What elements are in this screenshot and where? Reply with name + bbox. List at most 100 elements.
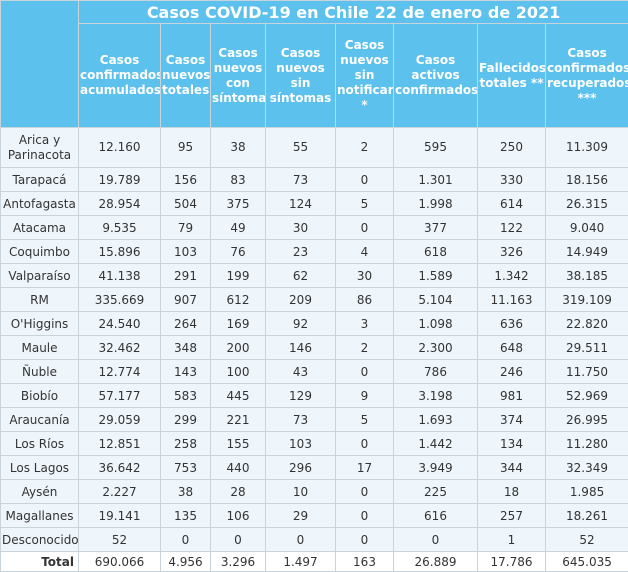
- cell: 22.820: [544, 311, 628, 336]
- cell: 2: [335, 127, 394, 168]
- cell: 11.280: [544, 431, 628, 456]
- cell: 209: [265, 287, 336, 312]
- cell: 583: [160, 383, 211, 408]
- cell: 1: [477, 527, 546, 552]
- cell: 10: [265, 479, 336, 504]
- cell: 0: [393, 527, 478, 552]
- row: Atacama 9.535 79 49 30 0 377 122 9.040: [0, 215, 628, 240]
- cell: 0: [335, 359, 394, 384]
- region: Arica y Parinacota: [0, 127, 79, 168]
- cell: 12.851: [78, 431, 161, 456]
- cell: 753: [160, 455, 211, 480]
- row: Arica y Parinacota 12.160 95 38 55 2 595 250 11.…: [0, 127, 628, 168]
- region: Los Ríos: [0, 431, 79, 456]
- cell: 1.098: [393, 311, 478, 336]
- cell: 30: [335, 263, 394, 288]
- row: RM 335.669 907 612 209 86 5.104 11.163 319.109: [0, 287, 628, 312]
- cell: 264: [160, 311, 211, 336]
- total-cell: 1.497: [265, 551, 336, 572]
- cell: 907: [160, 287, 211, 312]
- region: Araucanía: [0, 407, 79, 432]
- cell: 319.109: [544, 287, 628, 312]
- cell: 24.540: [78, 311, 161, 336]
- cell: 348: [160, 335, 211, 360]
- column-header: Casos confirmados acumulados: [78, 23, 161, 128]
- cell: 326: [477, 239, 546, 264]
- cell: 73: [265, 407, 336, 432]
- cell: 1.589: [393, 263, 478, 288]
- cell: 440: [210, 455, 266, 480]
- cell: 0: [335, 215, 394, 240]
- cell: 41.138: [78, 263, 161, 288]
- cell: 49: [210, 215, 266, 240]
- cell: 299: [160, 407, 211, 432]
- cell: 221: [210, 407, 266, 432]
- cell: 18.261: [544, 503, 628, 528]
- cell: 73: [265, 167, 336, 192]
- region: Biobío: [0, 383, 79, 408]
- total-cell: 4.956: [160, 551, 211, 572]
- cell: 17: [335, 455, 394, 480]
- cell: 52: [78, 527, 161, 552]
- cell: 18.156: [544, 167, 628, 192]
- row: Maule 32.462 348 200 146 2 2.300 648 29.511: [0, 335, 628, 360]
- cell: 143: [160, 359, 211, 384]
- cell: 103: [160, 239, 211, 264]
- cell: 30: [265, 215, 336, 240]
- cell: 28: [210, 479, 266, 504]
- cell: 26.995: [544, 407, 628, 432]
- cell: 258: [160, 431, 211, 456]
- cell: 134: [477, 431, 546, 456]
- cell: 612: [210, 287, 266, 312]
- cell: 445: [210, 383, 266, 408]
- cell: 19.789: [78, 167, 161, 192]
- region: O'Higgins: [0, 311, 79, 336]
- cell: 29: [265, 503, 336, 528]
- cell: 5: [335, 407, 394, 432]
- cell: 246: [477, 359, 546, 384]
- region: Tarapacá: [0, 167, 79, 192]
- cell: 2.227: [78, 479, 161, 504]
- region: Los Lagos: [0, 455, 79, 480]
- column-header: Fallecidos totales **: [477, 23, 546, 128]
- row: Biobío 57.177 583 445 129 9 3.198 981 52.969: [0, 383, 628, 408]
- cell: 5: [335, 191, 394, 216]
- cell: 14.949: [544, 239, 628, 264]
- cell: 32.462: [78, 335, 161, 360]
- cell: 106: [210, 503, 266, 528]
- cell: 595: [393, 127, 478, 168]
- cell: 79: [160, 215, 211, 240]
- row: Los Lagos 36.642 753 440 296 17 3.949 344 32.349: [0, 455, 628, 480]
- region: Ñuble: [0, 359, 79, 384]
- cell: 83: [210, 167, 266, 192]
- cell: 0: [160, 527, 211, 552]
- cell: 155: [210, 431, 266, 456]
- cell: 199: [210, 263, 266, 288]
- region: Aysén: [0, 479, 79, 504]
- row: Coquimbo 15.896 103 76 23 4 618 326 14.949: [0, 239, 628, 264]
- cell: 225: [393, 479, 478, 504]
- row: Araucanía 29.059 299 221 73 5 1.693 374 26.995: [0, 407, 628, 432]
- column-header: Casos nuevos sin notificar *: [335, 23, 394, 128]
- cell: 122: [477, 215, 546, 240]
- region: Maule: [0, 335, 79, 360]
- cell: 11.309: [544, 127, 628, 168]
- cell: 146: [265, 335, 336, 360]
- cell: 1.985: [544, 479, 628, 504]
- cell: 124: [265, 191, 336, 216]
- cell: 4: [335, 239, 394, 264]
- cell: 0: [335, 503, 394, 528]
- column-header: Casos confirmados recuperados ***: [544, 23, 628, 128]
- cell: 57.177: [78, 383, 161, 408]
- cell: 100: [210, 359, 266, 384]
- region: Magallanes: [0, 503, 79, 528]
- cell: 52: [544, 527, 628, 552]
- column-header: Casos nuevos con síntomas: [210, 23, 266, 128]
- cell: 12.160: [78, 127, 161, 168]
- cell: 335.669: [78, 287, 161, 312]
- cell: 614: [477, 191, 546, 216]
- cell: 0: [335, 431, 394, 456]
- row: Ñuble 12.774 143 100 43 0 786 246 11.750: [0, 359, 628, 384]
- cell: 62: [265, 263, 336, 288]
